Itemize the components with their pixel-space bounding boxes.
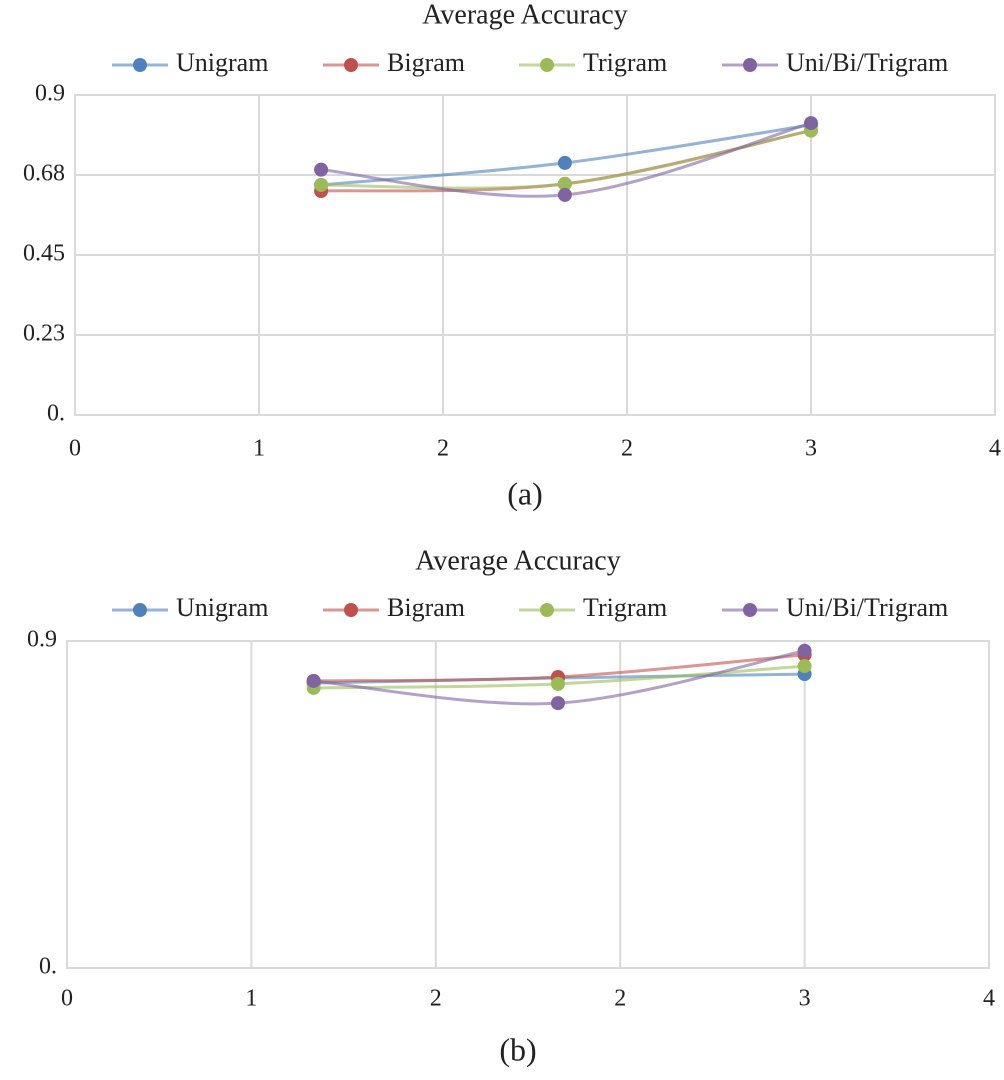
chart-title: Average Accuracy (422, 0, 627, 30)
legend-marker (133, 58, 147, 72)
data-point (550, 696, 565, 711)
x-tick-label: 3 (805, 436, 817, 462)
x-tick-label: 2 (437, 436, 449, 462)
plot-border (66, 640, 990, 969)
data-point (306, 673, 321, 688)
y-tick-label: 0.9 (27, 627, 57, 653)
legend-label: Bigram (387, 593, 465, 622)
caption: (a) (507, 475, 543, 511)
legend-marker (743, 603, 757, 617)
data-point (557, 155, 572, 170)
data-point (804, 116, 818, 131)
legend-marker (540, 603, 554, 617)
data-point (314, 177, 329, 192)
data-point (557, 187, 572, 202)
legend-label: Uni/Bi/Trigram (786, 48, 948, 77)
legend-marker (344, 58, 358, 72)
legend-label: Unigram (176, 48, 268, 77)
legend-label: Trigram (583, 593, 667, 622)
y-tick-label: 0.9 (35, 81, 65, 107)
x-tick-label: 2 (621, 436, 633, 462)
y-tick-label: 0.45 (23, 241, 65, 267)
x-tick-label: 4 (983, 986, 995, 1012)
caption: (b) (499, 1031, 536, 1067)
y-tick-label: 0.23 (23, 321, 65, 347)
x-tick-label: 0 (61, 986, 73, 1012)
data-point (550, 676, 565, 691)
y-tick-label: 0.68 (23, 161, 65, 187)
legend-label: Trigram (583, 48, 667, 77)
x-tick-label: 0 (69, 436, 81, 462)
data-point (797, 659, 812, 674)
x-tick-label: 2 (614, 986, 626, 1012)
data-point (557, 176, 572, 191)
x-tick-label: 1 (245, 986, 257, 1012)
legend-marker (133, 603, 147, 617)
legend-label: Bigram (387, 48, 465, 77)
y-tick-label: 0. (47, 401, 65, 427)
data-point (314, 162, 329, 177)
legend-marker (344, 603, 358, 617)
legend-marker (540, 58, 554, 72)
legend-label: Uni/Bi/Trigram (786, 593, 948, 622)
y-tick-label: 0. (39, 954, 57, 980)
x-tick-label: 3 (799, 986, 811, 1012)
plot-border (74, 94, 996, 416)
legend-marker (743, 58, 757, 72)
x-tick-label: 4 (989, 436, 1001, 462)
x-tick-label: 2 (430, 986, 442, 1012)
data-point (797, 643, 812, 658)
legend-label: Unigram (176, 593, 268, 622)
x-tick-label: 1 (253, 436, 265, 462)
chart-title: Average Accuracy (415, 545, 620, 576)
